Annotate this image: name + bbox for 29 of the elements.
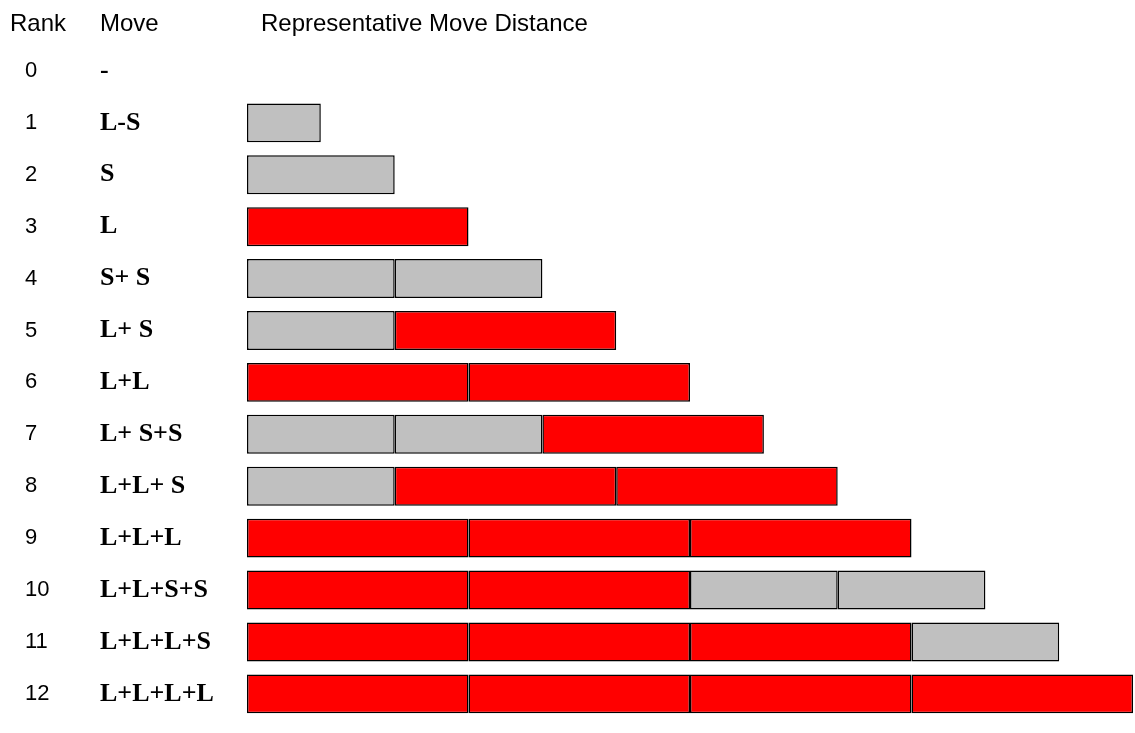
y-tick-label: 8 <box>25 472 38 498</box>
text: - <box>100 54 109 84</box>
text: L+L <box>100 366 150 396</box>
y-tick-label: 7 <box>25 420 38 446</box>
y-tick-label: 6 <box>25 368 38 394</box>
y-tick-label: 3 <box>25 212 38 238</box>
text: L+L+L+S <box>100 625 211 655</box>
text: L+ S <box>100 314 154 344</box>
text: Move <box>100 8 159 36</box>
y-tick-label: 9 <box>25 524 38 550</box>
text: L+L+L+L <box>100 677 214 707</box>
text: L+L+L <box>100 521 182 551</box>
text: L-S <box>100 106 141 136</box>
text: L+L+ S <box>100 469 186 499</box>
y-tick-label: 11 <box>25 628 48 653</box>
text: S <box>100 158 115 188</box>
y-tick-label: 1 <box>25 108 38 134</box>
text: L+ S+S <box>100 418 183 448</box>
x-axis-title: Representative Move Distance <box>261 8 588 36</box>
text: L <box>100 210 118 240</box>
y-tick-label: 4 <box>25 264 38 290</box>
y-tick-label: 10 <box>25 576 50 602</box>
y-tick-label: 12 <box>25 679 50 705</box>
text: Rank <box>10 8 68 36</box>
y-tick-label: 0 <box>25 57 38 83</box>
y-tick-label: 2 <box>25 160 38 186</box>
text: S+ S <box>100 262 151 292</box>
y-tick-label: 5 <box>25 316 38 342</box>
text: L+L+S+S <box>100 573 209 603</box>
